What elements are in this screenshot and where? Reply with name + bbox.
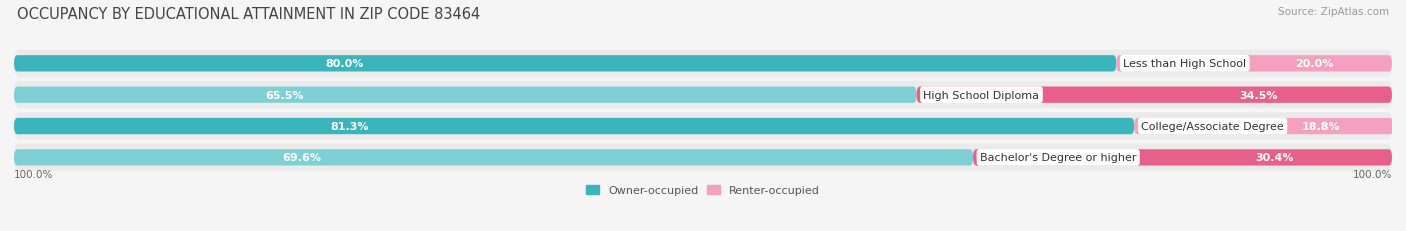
- Text: College/Associate Degree: College/Associate Degree: [1142, 122, 1284, 131]
- FancyBboxPatch shape: [14, 87, 917, 103]
- Text: OCCUPANCY BY EDUCATIONAL ATTAINMENT IN ZIP CODE 83464: OCCUPANCY BY EDUCATIONAL ATTAINMENT IN Z…: [17, 7, 479, 22]
- FancyBboxPatch shape: [14, 56, 1116, 72]
- Text: 30.4%: 30.4%: [1256, 153, 1294, 163]
- FancyBboxPatch shape: [14, 144, 1392, 171]
- FancyBboxPatch shape: [14, 113, 1392, 140]
- FancyBboxPatch shape: [1135, 118, 1393, 135]
- Text: 80.0%: 80.0%: [326, 59, 364, 69]
- FancyBboxPatch shape: [917, 87, 1392, 103]
- FancyBboxPatch shape: [14, 150, 973, 166]
- FancyBboxPatch shape: [973, 150, 1392, 166]
- FancyBboxPatch shape: [1116, 56, 1392, 72]
- Text: 34.5%: 34.5%: [1240, 90, 1278, 100]
- Text: 18.8%: 18.8%: [1302, 122, 1340, 131]
- Text: 20.0%: 20.0%: [1295, 59, 1334, 69]
- FancyBboxPatch shape: [14, 50, 1392, 78]
- Text: 81.3%: 81.3%: [330, 122, 370, 131]
- Text: 69.6%: 69.6%: [283, 153, 321, 163]
- Text: 100.0%: 100.0%: [14, 169, 53, 179]
- Text: Bachelor's Degree or higher: Bachelor's Degree or higher: [980, 153, 1136, 163]
- FancyBboxPatch shape: [14, 118, 1135, 135]
- Legend: Owner-occupied, Renter-occupied: Owner-occupied, Renter-occupied: [581, 180, 825, 200]
- Text: 100.0%: 100.0%: [1353, 169, 1392, 179]
- Text: Less than High School: Less than High School: [1123, 59, 1246, 69]
- Text: 65.5%: 65.5%: [266, 90, 304, 100]
- FancyBboxPatch shape: [14, 82, 1392, 109]
- Text: High School Diploma: High School Diploma: [924, 90, 1039, 100]
- Text: Source: ZipAtlas.com: Source: ZipAtlas.com: [1278, 7, 1389, 17]
